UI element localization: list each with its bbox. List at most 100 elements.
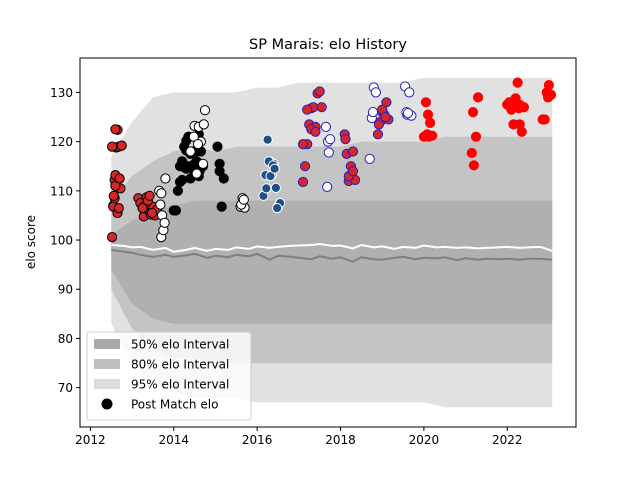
legend-label: 50% elo Interval (131, 338, 229, 352)
data-point (174, 176, 186, 188)
data-point (543, 80, 555, 91)
data-point (543, 92, 554, 103)
x-tick-label: 2012 (75, 433, 106, 447)
data-point (137, 203, 148, 214)
data-point (238, 194, 249, 205)
data-point (192, 139, 204, 150)
data-point (323, 147, 334, 158)
data-point (272, 203, 283, 214)
data-point (185, 146, 196, 157)
legend-label: Post Match elo (131, 398, 218, 412)
data-point (155, 199, 166, 210)
trend-line-lower (111, 248, 553, 263)
data-point (172, 185, 183, 196)
legend-swatch (94, 339, 120, 349)
data-point (320, 121, 331, 133)
y-tick-label: 80 (58, 332, 73, 346)
data-point (269, 163, 280, 174)
data-point (300, 161, 311, 172)
data-point (110, 124, 121, 135)
y-tick-label: 100 (50, 234, 73, 248)
data-point (297, 139, 309, 150)
series-2 (154, 105, 250, 243)
legend-label: 95% elo Interval (131, 378, 229, 392)
legend-item: 80% elo Interval (94, 358, 229, 372)
series-4 (297, 86, 394, 188)
x-tick-label: 2014 (159, 433, 190, 447)
data-point (310, 126, 321, 137)
x-tick-label: 2018 (325, 433, 356, 447)
x-tick-label: 2022 (492, 433, 523, 447)
y-tick-label: 90 (58, 283, 73, 297)
data-point (114, 173, 125, 184)
data-point (418, 131, 429, 142)
data-point (262, 134, 273, 145)
data-point (509, 94, 520, 105)
legend-marker (101, 398, 113, 410)
plot-frame (79, 57, 577, 428)
series-0 (107, 124, 163, 243)
data-point (212, 141, 223, 152)
data-point (404, 87, 415, 98)
data-point (160, 173, 171, 184)
series-6 (418, 77, 557, 171)
data-point (347, 166, 359, 177)
data-point (198, 119, 209, 130)
y-axis: 70 80 90 100 110 120 130 (50, 86, 80, 395)
data-point (197, 158, 209, 169)
data-point (512, 77, 523, 88)
data-point (314, 86, 325, 97)
data-point (144, 190, 155, 201)
x-axis: 2012 2014 2016 2018 2020 2022 (75, 427, 523, 447)
series-5 (320, 81, 417, 192)
legend-frame (86, 331, 252, 421)
data-point (467, 107, 479, 118)
data-point (179, 162, 190, 173)
data-point (159, 217, 170, 228)
y-tick-label: 120 (50, 135, 73, 149)
chart-title: SP Marais: elo History (249, 37, 407, 53)
legend-swatch (94, 359, 120, 369)
plot-content (107, 77, 557, 408)
data-point (466, 147, 477, 159)
data-point (340, 134, 351, 145)
data-point (470, 131, 482, 142)
data-point (325, 134, 336, 145)
data-point (373, 119, 384, 130)
legend-swatch (94, 379, 120, 389)
data-point (370, 87, 381, 98)
data-point (364, 153, 375, 164)
data-point (199, 105, 211, 116)
data-point (473, 92, 484, 103)
plot-area (107, 77, 557, 408)
legend: 50% elo Interval 80% elo Interval 95% elo … (86, 331, 252, 421)
x-tick-label: 2016 (242, 433, 273, 447)
data-point (107, 141, 118, 152)
y-tick-label: 110 (50, 184, 73, 198)
y-axis-label: elo score (24, 215, 38, 269)
legend-label: 80% elo Interval (131, 358, 229, 372)
data-point (518, 102, 529, 113)
data-point (402, 108, 414, 119)
data-point (218, 173, 229, 184)
data-point (425, 117, 436, 129)
data-point (322, 181, 333, 192)
x-tick-label: 2020 (409, 433, 440, 447)
data-point (372, 129, 384, 140)
data-point (302, 104, 313, 115)
data-point (216, 201, 227, 212)
data-point (147, 207, 158, 219)
data-point (347, 146, 359, 157)
data-point (316, 102, 327, 113)
y-tick-label: 70 (58, 381, 73, 395)
legend-item: 50% elo Interval (94, 338, 229, 352)
trend-line-upper (111, 242, 553, 253)
data-point (422, 109, 434, 120)
data-point (168, 205, 179, 216)
data-point (468, 160, 479, 171)
data-point (297, 176, 309, 188)
data-point (367, 107, 379, 118)
band-50 (111, 200, 553, 324)
data-point (514, 119, 525, 130)
data-point (116, 140, 127, 151)
